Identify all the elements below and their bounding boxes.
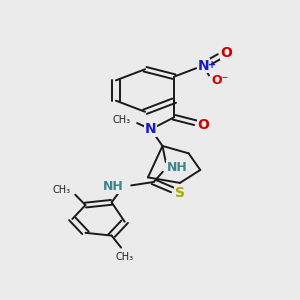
Text: S: S [175,186,185,200]
Text: NH: NH [167,161,188,174]
Text: CH₃: CH₃ [116,252,134,262]
Text: N: N [197,58,209,73]
Text: +: + [208,60,217,70]
Text: O: O [220,46,232,60]
Text: CH₃: CH₃ [53,185,71,195]
Text: NH: NH [103,180,123,193]
Text: CH₃: CH₃ [112,115,130,125]
Text: O⁻: O⁻ [212,74,229,87]
Text: O: O [197,118,209,132]
Text: N: N [145,122,157,136]
